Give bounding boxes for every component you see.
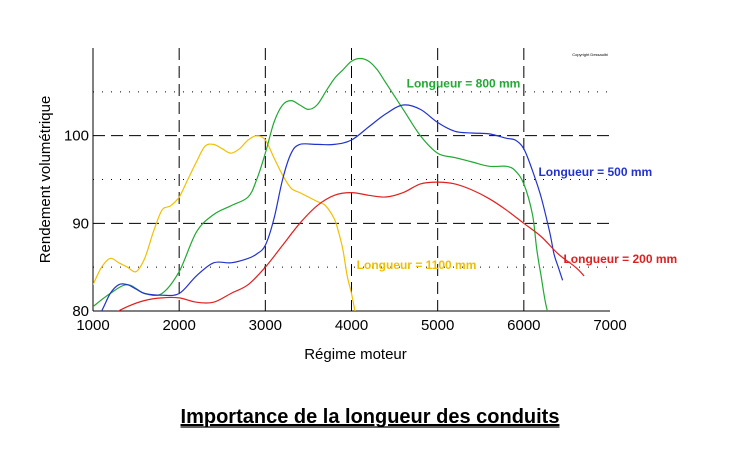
series-line-longueur-800-mm	[93, 57, 549, 311]
series-label: Longueur = 1100 mm	[357, 258, 477, 272]
copyright-text: Copyright Dessaulbi	[572, 52, 608, 57]
series-label: Longueur = 500 mm	[538, 165, 652, 179]
axes	[92, 48, 610, 312]
series-labels: Longueur = 800 mm Longueur = 500 mm Longue…	[357, 76, 678, 271]
tick-labels: 1000 2000 3000 4000 5000 6000 7000 80 90 100	[64, 128, 627, 334]
x-tick-label: 6000	[507, 317, 540, 334]
x-tick-label: 2000	[162, 317, 195, 334]
y-tick-label: 90	[72, 215, 89, 232]
y-tick-label: 80	[72, 303, 89, 320]
chart-title: Importance de la longueur des conduits	[181, 406, 560, 428]
x-tick-label: 3000	[249, 317, 282, 334]
grid	[93, 48, 610, 311]
x-tick-label: 5000	[421, 317, 454, 334]
x-tick-label: 1000	[76, 317, 109, 334]
series-line-longueur-500-mm	[100, 104, 564, 311]
series-line-longueur-200-mm	[117, 181, 585, 311]
series	[93, 57, 585, 311]
series-label: Longueur = 200 mm	[563, 252, 677, 266]
series-line-longueur-1100-mm	[93, 135, 356, 311]
x-tick-label: 7000	[593, 317, 626, 334]
x-axis-title: Régime moteur	[304, 346, 407, 363]
series-label: Longueur = 800 mm	[407, 76, 521, 90]
x-tick-label: 4000	[335, 317, 368, 334]
y-tick-label: 100	[64, 128, 89, 145]
y-axis-title: Rendement volumétrique	[37, 96, 54, 264]
